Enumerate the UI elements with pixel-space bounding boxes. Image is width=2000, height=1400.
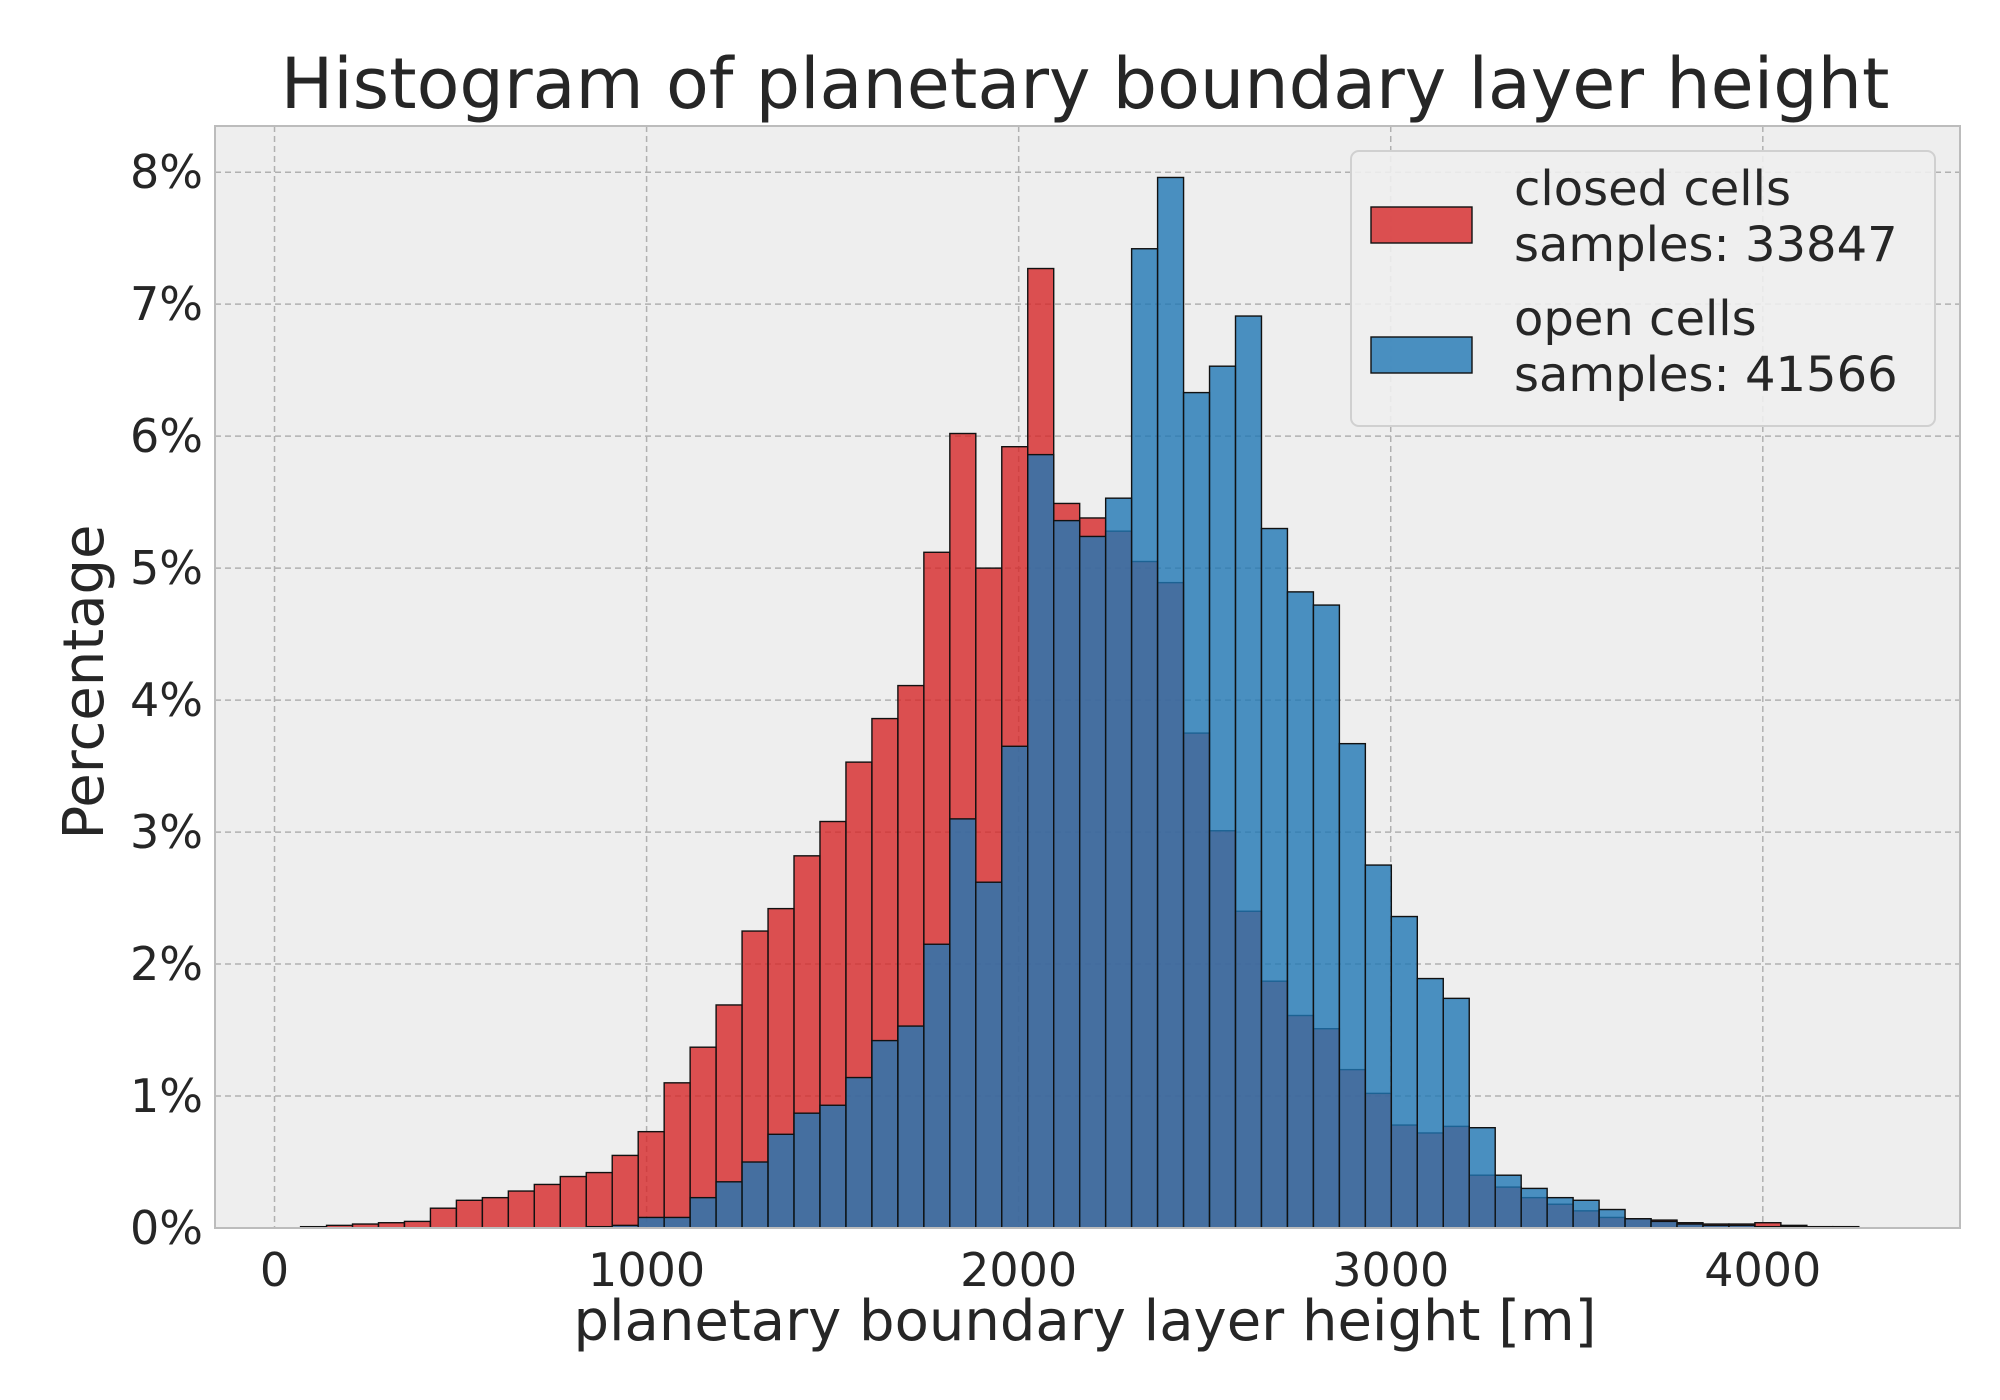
y-tick-label: 7%: [130, 277, 203, 331]
bar-closed-cells: [455, 1199, 484, 1229]
bar-open-cells: [1598, 1208, 1626, 1229]
y-tick-label: 8%: [130, 145, 203, 199]
bar-open-cells: [793, 1112, 821, 1229]
bar-open-cells: [1104, 497, 1133, 1229]
bar-open-cells: [1182, 391, 1211, 1229]
bar-open-cells: [663, 1216, 691, 1229]
bar-open-cells: [819, 1104, 847, 1229]
legend-label: closed cells: [1514, 161, 1791, 217]
legend-swatch: [1370, 336, 1473, 374]
y-axis-title: Percentage: [52, 524, 117, 839]
y-axis-ticks: 0% 1% 2% 3% 4% 5% 6% 7% 8%: [130, 145, 203, 1255]
y-tick-label: 3%: [130, 805, 203, 859]
bar-open-cells: [1338, 742, 1367, 1229]
bar-open-cells: [689, 1196, 717, 1229]
bar-open-cells: [1572, 1199, 1600, 1229]
bar-closed-cells: [585, 1171, 613, 1229]
bar-open-cells: [1286, 591, 1315, 1229]
x-axis-title: planetary boundary layer height [m]: [573, 1289, 1596, 1354]
x-tick-label: 1000: [588, 1243, 705, 1297]
bar-open-cells: [1520, 1187, 1548, 1229]
chart-title: Histogram of planetary boundary layer he…: [281, 43, 1890, 125]
legend-label: samples: 33847: [1514, 217, 1898, 273]
bar-open-cells: [1364, 864, 1393, 1229]
y-tick-label: 5%: [130, 541, 203, 595]
bar-open-cells: [975, 881, 1003, 1229]
bar-open-cells: [1312, 604, 1341, 1229]
bar-open-cells: [1078, 535, 1107, 1229]
y-tick-label: 0%: [130, 1201, 203, 1255]
bar-open-cells: [1027, 453, 1055, 1229]
bar-open-cells: [1234, 315, 1263, 1229]
bar-open-cells: [923, 943, 951, 1229]
bar-open-cells: [1208, 365, 1237, 1229]
bar-open-cells: [1468, 1126, 1496, 1229]
legend-swatch: [1370, 206, 1473, 244]
legend-label: samples: 41566: [1514, 347, 1898, 403]
bar-open-cells: [949, 818, 977, 1229]
bar-closed-cells: [533, 1183, 561, 1229]
x-tick-label: 0: [260, 1243, 289, 1297]
bar-open-cells: [1260, 527, 1289, 1229]
bar-open-cells: [741, 1161, 769, 1229]
bar-closed-cells: [429, 1207, 458, 1229]
bar-open-cells: [897, 1025, 925, 1229]
bar-open-cells: [637, 1216, 665, 1229]
bar-open-cells: [715, 1181, 743, 1229]
bar-open-cells: [1001, 745, 1029, 1229]
bar-open-cells: [845, 1076, 873, 1229]
bar-closed-cells: [637, 1130, 665, 1229]
bar-open-cells: [1494, 1174, 1522, 1229]
bar-open-cells: [1442, 997, 1470, 1229]
bar-open-cells: [767, 1133, 795, 1229]
bar-open-cells: [1053, 519, 1081, 1229]
bar-open-cells: [1130, 248, 1159, 1229]
legend-label: open cells: [1514, 291, 1757, 347]
bar-open-cells: [871, 1039, 899, 1229]
x-tick-label: 4000: [1704, 1243, 1821, 1297]
bar-closed-cells: [611, 1154, 639, 1229]
bar-open-cells: [1546, 1196, 1574, 1229]
x-tick-label: 3000: [1332, 1243, 1449, 1297]
bar-open-cells: [1390, 915, 1419, 1229]
bar-closed-cells: [507, 1190, 536, 1229]
x-tick-label: 2000: [960, 1243, 1077, 1297]
x-axis-ticks: 0 1000 2000 3000 4000: [260, 1243, 1821, 1297]
plot-frame: [214, 125, 1961, 1229]
bar-closed-cells: [663, 1082, 691, 1229]
bar-open-cells: [1416, 977, 1444, 1229]
bar-closed-cells: [481, 1196, 510, 1229]
legend-box: [1350, 150, 1936, 427]
y-tick-label: 1%: [130, 1069, 203, 1123]
bar-open-cells: [1624, 1218, 1652, 1229]
y-tick-label: 4%: [130, 673, 203, 727]
y-tick-label: 2%: [130, 937, 203, 991]
y-tick-label: 6%: [130, 409, 203, 463]
bar-open-cells: [1156, 176, 1185, 1229]
bar-closed-cells: [559, 1175, 587, 1229]
